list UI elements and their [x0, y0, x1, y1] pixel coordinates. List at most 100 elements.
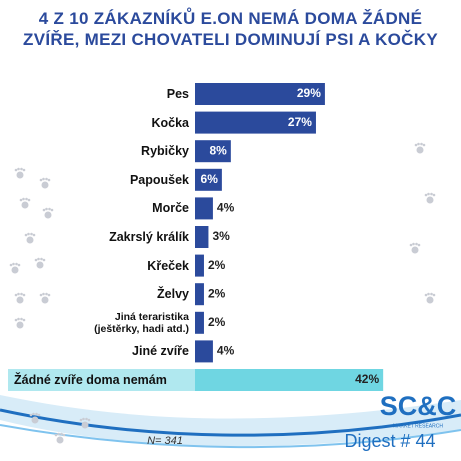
category-label: Papoušek — [129, 172, 189, 187]
paw-toe — [85, 417, 88, 421]
value-label: 29% — [297, 86, 321, 100]
paw — [36, 261, 44, 269]
paw-toe — [19, 198, 23, 202]
category-label: Pes — [166, 87, 189, 101]
paw-toe — [430, 192, 433, 196]
bar — [195, 168, 222, 191]
paw-toe — [37, 257, 40, 261]
paw-toe — [27, 198, 31, 202]
category-label: Morče — [152, 201, 189, 216]
category-label: Kočka — [151, 115, 189, 130]
paw-toe — [27, 232, 30, 236]
paw-toe — [17, 263, 21, 267]
category-label: Rybičky — [141, 144, 189, 159]
paw-toe — [424, 293, 428, 297]
paw — [16, 296, 24, 304]
paw-toe — [432, 293, 436, 297]
paw-toe — [17, 167, 20, 171]
paw-toe — [22, 318, 26, 322]
category-label: Křeček — [147, 258, 189, 273]
paw-toe — [20, 167, 23, 171]
paw — [26, 236, 34, 244]
paw-toe — [424, 193, 428, 197]
paw-toe — [20, 317, 23, 321]
paw-toe — [22, 168, 26, 172]
bar — [195, 226, 209, 248]
paw-toe — [22, 293, 26, 297]
paw-toe — [60, 432, 63, 436]
paw-toe — [48, 207, 51, 211]
paw-toe — [57, 432, 60, 436]
paw — [56, 436, 64, 444]
paw-toe — [29, 413, 33, 417]
paw-toe — [420, 142, 423, 146]
decor-wave — [0, 408, 461, 437]
bar — [195, 311, 204, 334]
paw — [31, 416, 39, 424]
paw — [11, 266, 19, 274]
paw-toe — [417, 142, 420, 146]
paw-toe — [42, 258, 46, 262]
bar — [195, 140, 231, 163]
paw-toe — [25, 197, 28, 201]
bar — [195, 340, 213, 363]
label-band — [8, 369, 195, 391]
paw-toe — [17, 292, 20, 296]
category-label: Zakrslý králík — [109, 230, 189, 244]
value-label: 2% — [208, 315, 226, 329]
bar — [195, 197, 213, 220]
bar — [195, 283, 204, 306]
paw-toe — [45, 207, 48, 211]
paw-toe — [32, 233, 36, 237]
value-label: 27% — [288, 115, 312, 129]
paw-toe — [42, 208, 46, 212]
paw-toe — [39, 178, 43, 182]
paw-toe — [427, 292, 430, 296]
brand-logo: SC&C — [380, 391, 457, 421]
paw-toe — [20, 292, 23, 296]
paw — [426, 196, 434, 204]
value-label: 6% — [201, 172, 219, 186]
bar — [195, 369, 384, 391]
paw-toe — [414, 143, 418, 147]
paw-toe — [32, 412, 35, 416]
paw-toe — [22, 197, 25, 201]
paw-toe — [37, 413, 41, 417]
category-label: Žádné zvíře doma nemám — [14, 373, 167, 387]
paw — [16, 171, 24, 179]
paw-toe — [14, 318, 18, 322]
category-label: Jiné zvíře — [132, 344, 189, 359]
paw-toe — [422, 143, 426, 147]
value-label: 8% — [209, 143, 227, 157]
paw-toe — [17, 317, 20, 321]
paw-toe — [427, 192, 430, 196]
paw — [426, 296, 434, 304]
paw-toe — [50, 208, 54, 212]
paw-toe — [409, 243, 413, 247]
paw-toe — [9, 263, 13, 267]
value-label: 2% — [208, 258, 226, 272]
paw-toe — [12, 262, 15, 266]
sample-size: N= 341 — [147, 435, 183, 447]
paw — [41, 296, 49, 304]
paw-toe — [430, 292, 433, 296]
paw-toe — [79, 418, 83, 422]
category-label: Jiná teraristika (ještěrky, hadi atd.) — [94, 310, 189, 335]
paw-toe — [432, 193, 436, 197]
paw-toe — [62, 433, 66, 437]
paw — [41, 181, 49, 189]
paw-toe — [15, 262, 18, 266]
paw-toe — [82, 417, 85, 421]
paw-toe — [54, 433, 58, 437]
bar — [195, 254, 204, 277]
paw-toe — [412, 242, 415, 246]
paw-toe — [417, 243, 421, 247]
value-label: 42% — [355, 372, 379, 386]
paw-toe — [40, 257, 43, 261]
value-label: 2% — [208, 286, 226, 300]
value-label: 4% — [217, 201, 235, 215]
paw — [81, 421, 89, 429]
bar — [195, 111, 316, 134]
